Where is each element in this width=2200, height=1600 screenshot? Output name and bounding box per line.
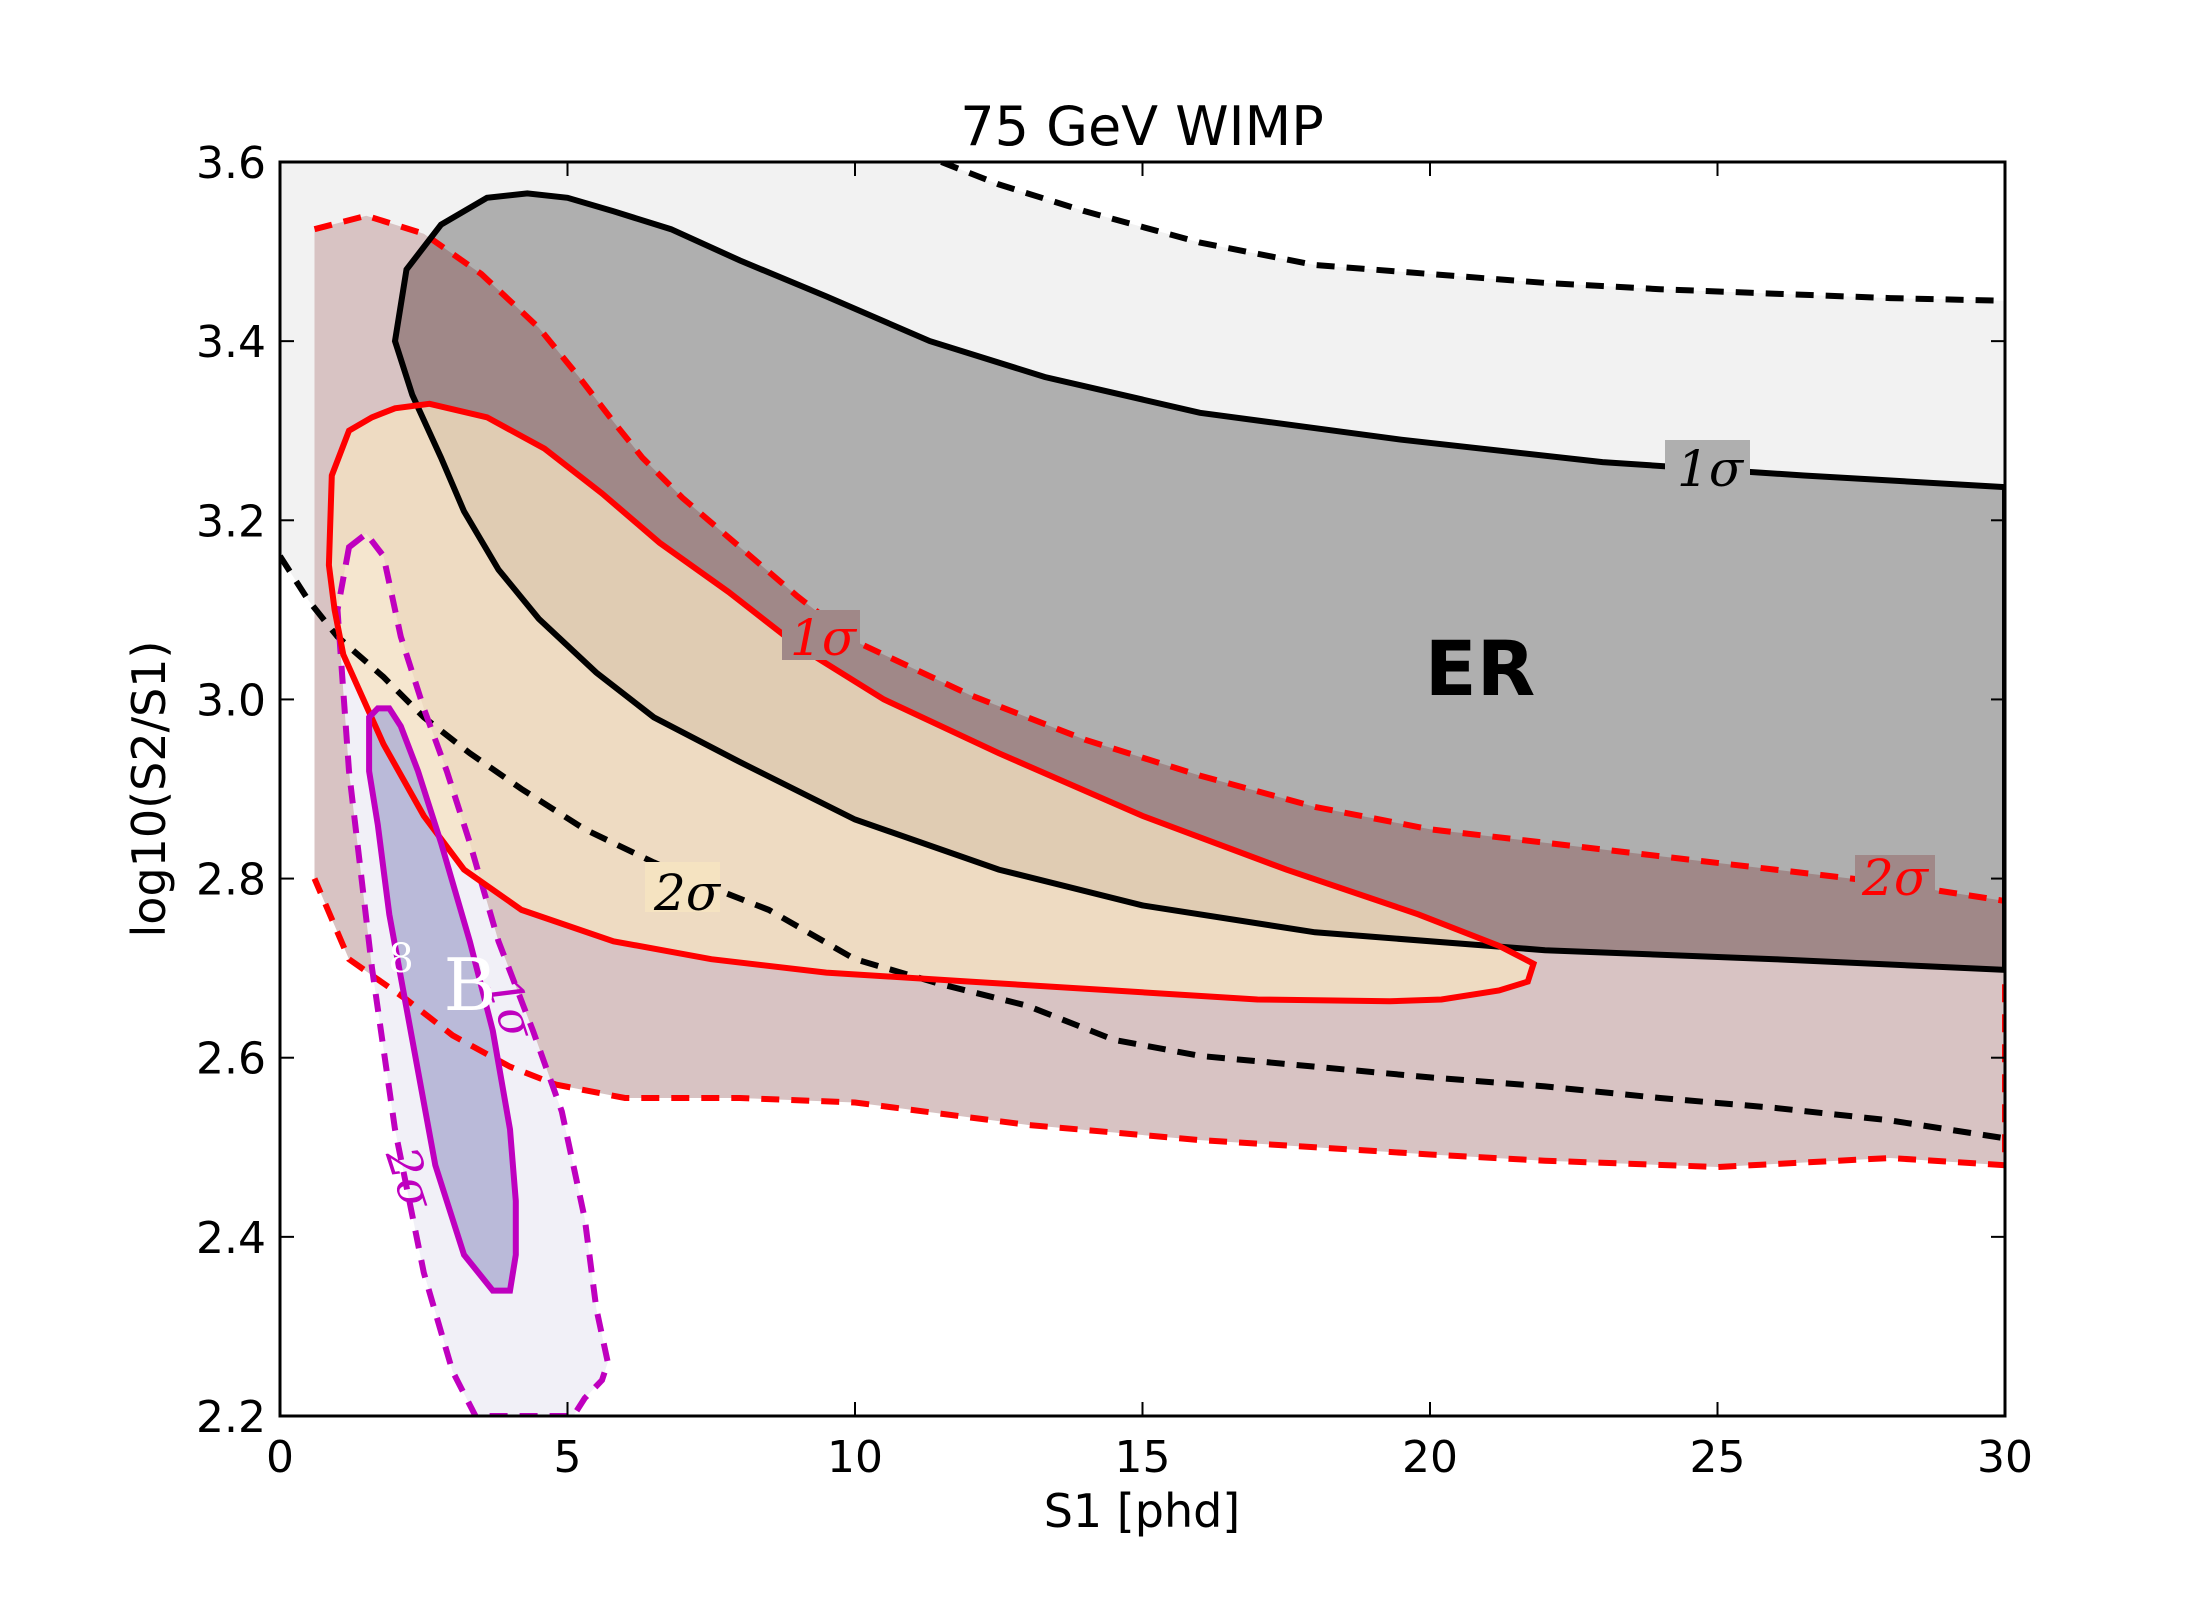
chart-title: 75 GeV WIMP <box>960 95 1324 158</box>
y-tick-label: 3.4 <box>196 317 266 368</box>
x-tick-label: 0 <box>266 1432 294 1483</box>
y-tick-label: 2.8 <box>196 855 266 906</box>
x-tick-label: 15 <box>1115 1432 1171 1483</box>
x-tick-label: 25 <box>1690 1432 1746 1483</box>
boron-mass-superscript: 8 <box>388 936 413 982</box>
b8-2sigma-line <box>334 529 611 1416</box>
x-tick-label: 10 <box>827 1432 883 1483</box>
x-tick-label: 20 <box>1402 1432 1458 1483</box>
er-2sigma-upper-line <box>940 162 2005 304</box>
y-tick-label: 3.0 <box>196 675 266 726</box>
y-tick-label: 2.6 <box>196 1034 266 1085</box>
y-tick-label: 2.2 <box>196 1392 266 1443</box>
er-2sigma-label: 2σ <box>653 864 722 922</box>
y-axis-label: log10(S2/S1) <box>122 641 176 938</box>
contour-lines <box>280 162 2005 1416</box>
b8-1sigma-line <box>366 705 519 1294</box>
er-annotation: ER <box>1425 624 1535 713</box>
x-tick-label: 30 <box>1977 1432 2033 1483</box>
y-axis-ticks: 2.2 2.4 2.6 2.8 3.0 3.2 3.4 3.6 <box>196 138 2005 1443</box>
er-1sigma-line <box>391 190 2005 973</box>
er-2sigma-lower-line <box>280 554 2005 1142</box>
contour-fills <box>280 162 2005 1416</box>
y-tick-label: 3.6 <box>196 138 266 189</box>
wimp-1sigma-line <box>325 400 1538 1005</box>
y-tick-label: 2.4 <box>196 1213 266 1264</box>
wimp-2sigma-line <box>311 212 2005 1171</box>
boron-symbol: B <box>444 943 497 1027</box>
wimp-2sigma-label: 2σ <box>1861 849 1930 907</box>
x-tick-label: 5 <box>554 1432 582 1483</box>
b8-1sigma-region <box>369 708 516 1291</box>
x-axis-ticks: 0 5 10 15 20 25 30 <box>266 162 2033 1483</box>
wimp-1sigma-label: 1σ <box>790 609 858 667</box>
er-1sigma-label: 1σ <box>1677 440 1745 498</box>
y-tick-label: 3.2 <box>196 496 266 547</box>
x-axis-label: S1 [phd] <box>1044 1484 1241 1538</box>
